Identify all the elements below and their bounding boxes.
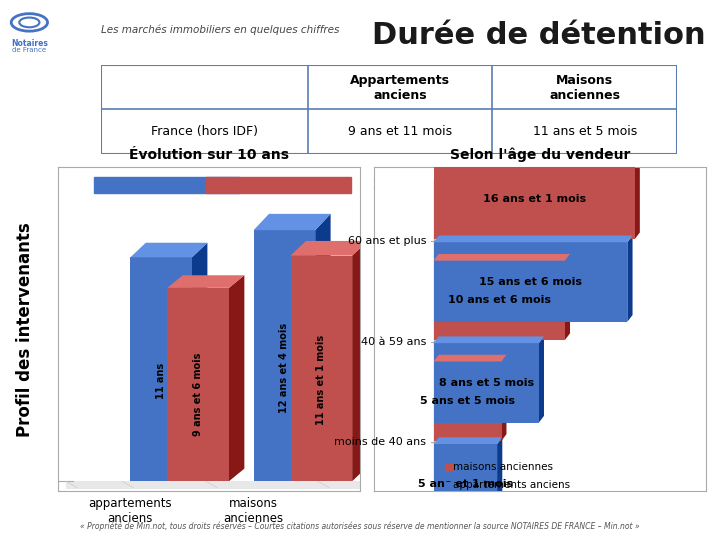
- Text: maisons anciennes: maisons anciennes: [453, 462, 553, 472]
- Text: Durée de détention: Durée de détention: [372, 21, 706, 50]
- Polygon shape: [627, 235, 633, 322]
- Polygon shape: [433, 336, 544, 343]
- Text: Appartements
anciens: Appartements anciens: [351, 74, 450, 102]
- Bar: [433, 242, 627, 322]
- Text: 11 ans et 5 mois: 11 ans et 5 mois: [533, 125, 636, 138]
- Text: appartements anciens: appartements anciens: [453, 480, 570, 490]
- Polygon shape: [167, 275, 244, 288]
- Bar: [433, 160, 634, 239]
- Text: 2012: 2012: [372, 179, 402, 192]
- Text: Les marchés immobiliers en quelques chiffres: Les marchés immobiliers en quelques chif…: [101, 24, 339, 35]
- Text: 8 ans et 5 mois: 8 ans et 5 mois: [438, 378, 534, 388]
- Polygon shape: [433, 355, 506, 361]
- Bar: [94, 178, 239, 192]
- Polygon shape: [433, 235, 633, 242]
- Text: 15 ans et 6 mois: 15 ans et 6 mois: [479, 277, 582, 287]
- Text: moins de 40 ans: moins de 40 ans: [335, 437, 426, 448]
- Text: 10 ans et 6 mois: 10 ans et 6 mois: [448, 295, 551, 305]
- Text: 40 à 59 ans: 40 à 59 ans: [361, 336, 426, 347]
- Text: 5 ans et 1 mois: 5 ans et 1 mois: [418, 479, 513, 489]
- Bar: [253, 230, 315, 481]
- Bar: [433, 361, 501, 441]
- Text: Maisons
anciennes: Maisons anciennes: [549, 74, 620, 102]
- Polygon shape: [291, 241, 367, 255]
- Polygon shape: [433, 153, 640, 160]
- Title: Évolution sur 10 ans: Évolution sur 10 ans: [129, 148, 289, 162]
- Bar: [291, 255, 352, 481]
- Polygon shape: [352, 241, 367, 481]
- Bar: [167, 288, 229, 481]
- Text: 11 ans et 1 mois: 11 ans et 1 mois: [316, 335, 326, 425]
- Text: 9 ans et 11 mois: 9 ans et 11 mois: [348, 125, 452, 138]
- Text: 11 ans: 11 ans: [156, 362, 166, 399]
- Bar: [130, 257, 192, 481]
- Polygon shape: [192, 243, 207, 481]
- Polygon shape: [433, 437, 503, 444]
- Polygon shape: [253, 214, 330, 230]
- Text: France (hors IDF): France (hors IDF): [151, 125, 258, 138]
- Polygon shape: [634, 153, 640, 239]
- Text: 2002: 2002: [260, 179, 289, 192]
- Text: « Propriété de Min.not, tous droits réservés – Courtes citations autorisées sous: « Propriété de Min.not, tous droits rése…: [80, 522, 640, 531]
- Bar: [446, 463, 451, 470]
- Text: 9 ans et 6 mois: 9 ans et 6 mois: [193, 353, 203, 436]
- Polygon shape: [539, 336, 544, 423]
- Text: Profil des intervenants: Profil des intervenants: [16, 222, 35, 437]
- Polygon shape: [229, 275, 244, 481]
- Polygon shape: [497, 437, 503, 523]
- Text: 16 ans et 1 mois: 16 ans et 1 mois: [482, 194, 585, 205]
- Text: Notaires: Notaires: [11, 39, 48, 49]
- Polygon shape: [433, 254, 570, 261]
- Polygon shape: [315, 214, 330, 481]
- Polygon shape: [130, 243, 207, 257]
- Text: 5 ans et 5 mois: 5 ans et 5 mois: [420, 396, 515, 406]
- Text: de France: de France: [12, 46, 46, 53]
- Polygon shape: [501, 355, 506, 441]
- Bar: [206, 178, 351, 192]
- FancyBboxPatch shape: [101, 65, 677, 154]
- Bar: [433, 261, 564, 340]
- Bar: [66, 481, 360, 489]
- Title: Selon l'âge du vendeur: Selon l'âge du vendeur: [450, 147, 630, 162]
- Bar: [433, 444, 497, 523]
- Bar: [433, 343, 539, 423]
- Text: 12 ans et 4 mois: 12 ans et 4 mois: [279, 323, 289, 413]
- Polygon shape: [564, 254, 570, 340]
- Text: 60 ans et plus: 60 ans et plus: [348, 236, 426, 246]
- Bar: [446, 482, 451, 489]
